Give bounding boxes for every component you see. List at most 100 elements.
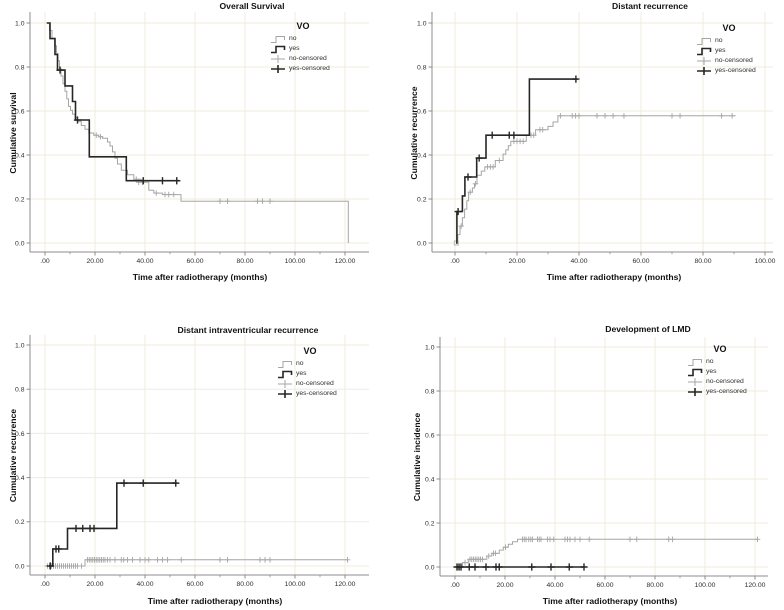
censor-yes-mark xyxy=(471,563,479,571)
y-tick-label: 1.0 xyxy=(15,20,25,27)
censor-yes-mark xyxy=(457,563,465,571)
x-tick-label: 20.00 xyxy=(86,581,103,588)
censor-yes-mark xyxy=(79,524,87,533)
x-tick-label: 80.00 xyxy=(694,258,711,265)
legend-symbol-path xyxy=(271,55,285,63)
x-tick-label: 60.00 xyxy=(596,582,613,589)
legend-entry-label: yes-censored xyxy=(296,390,337,397)
legend-symbol-path xyxy=(271,36,285,43)
censor-yes-mark xyxy=(488,131,496,139)
censor-yes-mark xyxy=(72,524,80,533)
x-axis-label: Time after radiotherapy (months) xyxy=(547,272,682,282)
chart-title: Distant recurrence xyxy=(612,1,688,11)
censor-no-mark xyxy=(530,132,537,138)
censor-no-mark xyxy=(458,223,464,229)
censor-no-mark xyxy=(485,553,492,559)
legend-symbol-path xyxy=(278,390,292,398)
legend-entry-no-censored: no-censored xyxy=(271,54,349,64)
legend-symbol-path xyxy=(278,370,293,379)
censor-plus-icon xyxy=(271,65,285,73)
censor-no-mark xyxy=(462,559,468,566)
censor-yes-mark xyxy=(55,545,63,553)
censor-no-mark xyxy=(496,157,503,164)
y-tick-label: 0.8 xyxy=(15,387,25,394)
censor-no-mark xyxy=(254,198,261,204)
censor-no-mark xyxy=(602,113,608,119)
x-tick-label: 40.00 xyxy=(546,582,563,589)
censor-no-mark xyxy=(550,536,557,543)
censor-no-mark xyxy=(502,544,509,550)
legend-entry-label: yes xyxy=(715,47,726,54)
censor-no-mark xyxy=(262,557,268,563)
x-tick-label: 40.00 xyxy=(570,258,587,265)
legend-entry-no: no xyxy=(697,36,775,46)
legend-entry-label: yes xyxy=(289,45,300,52)
censor-yes-mark xyxy=(580,563,588,571)
panel-distant-recurrence: .00 20.00 40.00 60.00 80.00 100.00 0.0 0.2 0.4 0.… xyxy=(392,0,784,305)
legend-entry-label: yes-censored xyxy=(715,67,756,74)
y-tick-label: 0.6 xyxy=(425,432,435,439)
y-tick-label: 0.2 xyxy=(15,519,25,526)
y-tick-label: 0.6 xyxy=(417,108,427,115)
legend-symbol-path xyxy=(697,57,711,65)
censor-no-mark xyxy=(170,191,177,198)
y-tick-label: 0.8 xyxy=(417,64,427,71)
censor-plus-icon xyxy=(697,57,711,65)
censor-no-mark xyxy=(520,138,526,145)
series-yes-curve xyxy=(46,22,179,182)
censor-yes-mark xyxy=(547,563,555,571)
plot-generated-content: .00 20.00 40.00 60.00 80.00 100.00 120.00 0.0 0.… xyxy=(15,335,369,588)
y-tick-label: 0.2 xyxy=(425,520,435,527)
censor-yes-mark xyxy=(120,479,128,487)
censor-no-mark xyxy=(107,557,113,563)
panel-distant-intraventricular-recurrence: .00 20.00 40.00 60.00 80.00 100.00 120.00 0.0 0.… xyxy=(0,305,392,610)
x-tick-label: 80.00 xyxy=(236,258,253,265)
censor-no-mark xyxy=(627,536,633,543)
censor-no-mark xyxy=(472,181,479,187)
censor-no-mark xyxy=(572,536,578,543)
censor-no-mark xyxy=(567,536,573,543)
censor-no-mark xyxy=(112,557,118,563)
censor-no-mark xyxy=(78,563,85,569)
censor-yes-mark xyxy=(454,207,462,216)
censor-no-mark xyxy=(224,557,231,563)
legend: VO no yes no-censored yes-censored xyxy=(697,23,775,76)
censor-no-mark xyxy=(529,536,536,543)
x-tick-label: 60.00 xyxy=(632,258,649,265)
censor-yes-mark xyxy=(46,562,54,570)
censor-no-mark xyxy=(557,113,564,119)
legend-entry-yes: yes xyxy=(278,369,356,379)
legend-entry-label: no xyxy=(715,37,723,44)
x-tick-label: 100.00 xyxy=(285,581,306,588)
legend-entry-label: yes-censored xyxy=(289,65,330,72)
censor-no-mark xyxy=(224,198,231,204)
legend-entry-yes-censored: yes-censored xyxy=(688,387,766,397)
km-plot-distant-recurrence: .00 20.00 40.00 60.00 80.00 100.00 0.0 0.2 0.4 0.… xyxy=(409,1,776,282)
censor-no-mark xyxy=(492,550,499,557)
x-tick-label: 60.00 xyxy=(186,581,203,588)
y-axis-label: Cumulative incidence xyxy=(412,413,422,502)
censor-plus-icon xyxy=(271,55,285,63)
censor-no-mark xyxy=(669,536,676,543)
censor-no-mark xyxy=(586,536,593,543)
km-plot-overall-survival: .00 20.00 40.00 60.00 80.00 100.00 120.00 0.0 0.… xyxy=(8,1,369,282)
y-axis-label: Cumulative survival xyxy=(8,92,18,173)
x-tick-label: 100.00 xyxy=(285,258,306,265)
legend-title: VO xyxy=(303,346,317,356)
legend-entry-no: no xyxy=(271,34,349,44)
legend-title: VO xyxy=(713,344,727,354)
censor-yes-mark xyxy=(528,563,536,571)
x-tick-label: 40.00 xyxy=(136,258,153,265)
censor-no-mark xyxy=(145,557,152,563)
censor-no-mark xyxy=(154,557,161,563)
censor-yes-mark xyxy=(510,131,518,139)
y-axis-label: Cumulative recurrence xyxy=(8,409,18,502)
plot-generated-content: .00 20.00 40.00 60.00 80.00 100.00 120.00 0.0 0.… xyxy=(425,337,768,589)
x-tick-label: 20.00 xyxy=(496,582,513,589)
legend-symbol-path xyxy=(697,67,711,75)
legend: VO no yes no-censored yes-censored xyxy=(278,346,356,399)
censor-yes-mark xyxy=(464,173,472,181)
y-tick-label: 0.4 xyxy=(425,476,435,483)
censor-no-mark xyxy=(633,536,640,543)
censor-no-mark xyxy=(257,557,263,563)
